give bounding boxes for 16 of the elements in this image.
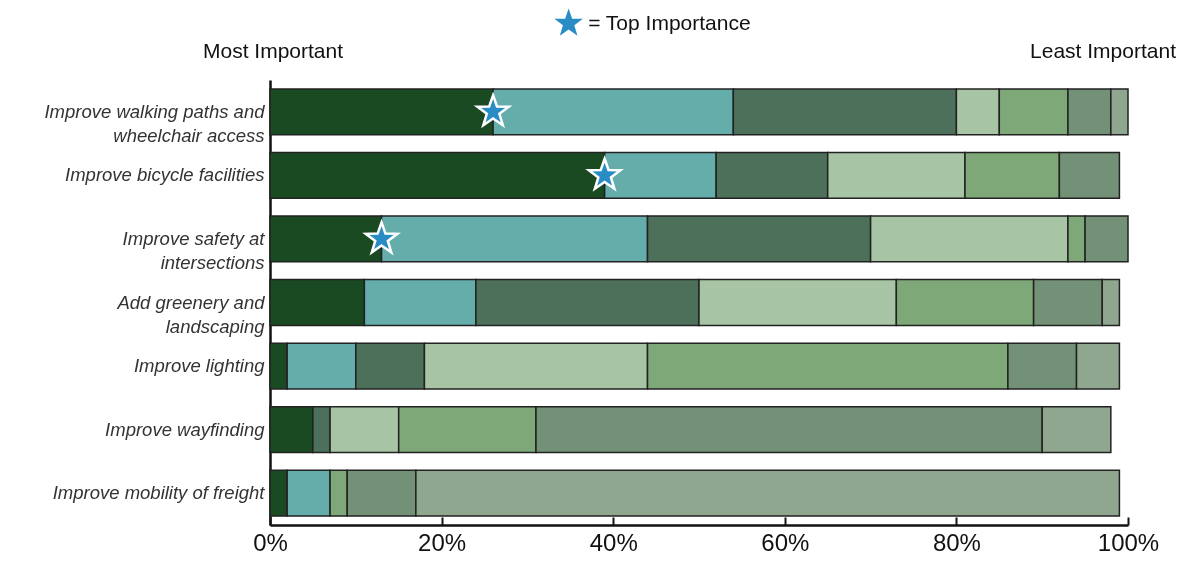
- x-tick-label: 80%: [932, 528, 981, 556]
- y-tick-label: Improve walking paths and wheelchair access: [44, 100, 266, 146]
- y-tick-label: Improve lighting: [133, 355, 266, 377]
- x-tick-label: 40%: [589, 528, 638, 556]
- y-tick-label: Improve mobility of freight: [52, 482, 266, 504]
- text: Most Important: [203, 39, 344, 62]
- text: Least Important: [1030, 39, 1177, 62]
- x-tick-label: 100%: [1097, 528, 1160, 556]
- y-tick-label: Improve safety at intersections: [122, 227, 266, 273]
- x-tick-label: 0%: [253, 528, 288, 556]
- y-tick-label: Improve wayfinding: [105, 418, 266, 440]
- x-tick-label: 60%: [761, 528, 810, 556]
- x-tick-label: 20%: [418, 528, 467, 556]
- legend-label: = Top Importance: [588, 10, 751, 34]
- y-tick-label: Add greenery and landscaping: [116, 291, 266, 337]
- y-tick-label: Improve bicycle facilities: [65, 164, 265, 186]
